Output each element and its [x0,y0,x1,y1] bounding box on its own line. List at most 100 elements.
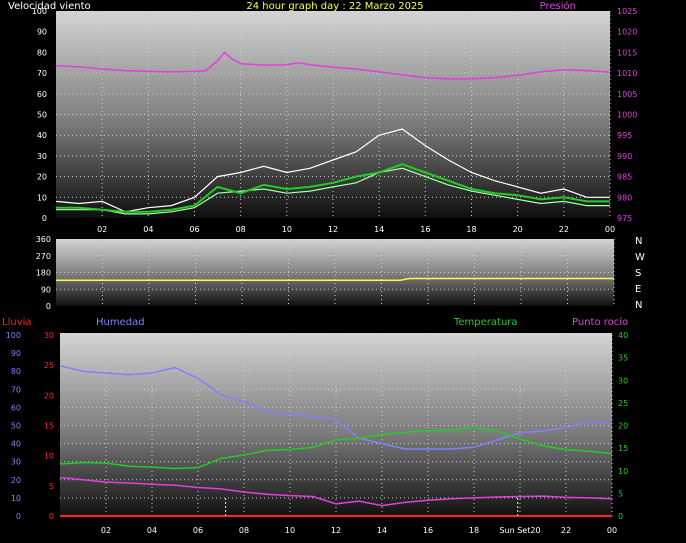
humidity-axis-label: Humedad [96,317,145,328]
direction-y-tick-label: 360 [36,235,51,244]
temperature-y-tick-label: 10 [618,467,628,476]
series-gust-line [55,128,610,213]
direction-y-tick-label: 90 [41,285,51,294]
pressure-y-tick-label: 980 [617,193,632,202]
temperature-grid [60,335,613,516]
wind-x-tick-label: 08 [236,225,246,234]
wind-axis-label: Velocidad viento [8,1,91,12]
temperature-x-tick-label: 18 [469,526,479,535]
pressure-y-tick-label: 1010 [617,69,637,78]
series-wind-line [56,167,610,215]
temperature-y-tick-label: 40 [618,331,628,340]
humidity-y-tick-label: 20 [11,476,21,485]
wind-x-tick-label: 12 [328,225,338,234]
temperature-x-tick-label: 10 [285,526,295,535]
pressure-y-tick-label: 1015 [617,48,637,57]
temperature-y-tick-label: 20 [618,422,628,431]
dewpoint-axis-label: Punto rocío [572,316,628,328]
temperature-x-tick-label: 22 [561,526,571,535]
temperature-y-tick-label: 25 [618,399,628,408]
humidity-y-tick-label: 30 [11,458,21,467]
wind-x-tick-label: 02 [97,225,107,234]
temperature-x-tick-label: 06 [193,526,203,535]
chart-title: 24 hour graph day : 22 Marzo 2025 [246,1,423,12]
temperature-x-tick-label: Sun Set20 [499,526,540,535]
humidity-y-tick-label: 0 [16,512,21,521]
wind-y-tick-label: 60 [37,90,47,99]
wind-x-tick-label: 06 [189,225,199,234]
direction-y-tick-label: 180 [36,269,51,278]
wind-x-tick-label: 22 [559,225,569,234]
rain-y-tick-label: 0 [49,512,54,521]
wind-ticks: 0102030405060708090100975980985990995100… [32,7,638,234]
temperature-y-tick-label: 35 [618,354,628,363]
humidity-y-tick-label: 10 [11,494,21,503]
pressure-y-tick-label: 1000 [617,111,637,120]
wind-x-tick-label: 00 [605,225,615,234]
temperature-x-tick-label: 04 [147,526,157,535]
humidity-y-tick-label: 50 [11,422,21,431]
series-direction-line [56,277,614,282]
wind-y-tick-label: 20 [37,173,47,182]
rain-y-tick-label: 5 [49,482,54,491]
temperature-x-tick-label: 00 [607,526,617,535]
temperature-y-tick-label: 5 [618,489,623,498]
rain-y-tick-label: 10 [44,452,54,461]
wind-x-tick-label: 18 [466,225,476,234]
compass-label: N [635,300,642,311]
rain-axis-label: Lluvia [2,317,32,328]
compass-label: N [635,236,642,247]
rain-y-tick-label: 20 [44,391,54,400]
series-dewpoint-line [59,476,613,507]
humidity-y-tick-label: 60 [11,403,21,412]
series-humidity-line [59,365,613,450]
wind-y-tick-label: 30 [37,152,47,161]
humidity-y-tick-label: 90 [11,349,21,358]
direction-series [56,277,614,282]
wind-series [55,51,611,215]
wind-grid [56,11,611,218]
pressure-y-tick-label: 1020 [617,28,637,37]
temperature-y-tick-label: 0 [618,512,623,521]
direction-y-tick-label: 0 [46,302,51,311]
wind-y-tick-label: 0 [42,214,47,223]
wind-y-tick-label: 50 [37,111,47,120]
temperature-series [59,365,613,517]
compass-label: S [635,268,641,279]
pressure-y-tick-label: 1005 [617,90,637,99]
pressure-y-tick-label: 990 [617,152,632,161]
wind-x-tick-label: 04 [143,225,153,234]
humidity-y-tick-label: 80 [11,367,21,376]
wind-x-tick-label: 20 [513,225,523,234]
wind-y-tick-label: 40 [37,131,47,140]
direction-y-tick-label: 270 [36,252,51,261]
series-avg-line [56,163,610,213]
pressure-y-tick-label: 1025 [617,7,637,16]
rain-y-tick-label: 15 [44,422,54,431]
wind-x-tick-label: 14 [374,225,384,234]
wind-x-tick-label: 16 [420,225,430,234]
pressure-y-tick-label: 975 [617,214,632,223]
wind-x-tick-label: 10 [282,225,292,234]
wind-y-tick-label: 100 [32,7,47,16]
wind-y-tick-label: 80 [37,48,47,57]
temperature-y-tick-label: 30 [618,376,628,385]
temperature-ticks: 0 10 20 30 40 50 60 70 80 90 10 00 5 10 15 20 25 30 0 5 10 15… [6,331,628,535]
wind-y-tick-label: 70 [37,69,47,78]
temperature-x-tick-label: 08 [239,526,249,535]
compass-label: W [635,252,645,263]
compass-label: E [635,284,641,295]
rain-y-tick-label: 30 [44,331,54,340]
temperature-y-tick-label: 15 [618,444,628,453]
temperature-axis-label: Temperatura [453,317,518,328]
rain-y-tick-label: 25 [44,361,54,370]
humidity-y-tick-label: 70 [11,385,21,394]
humidity-y-tick-label: 40 [11,440,21,449]
series-presin-line [55,51,611,80]
wind-y-tick-label: 90 [37,28,47,37]
wind-y-tick-label: 10 [37,193,47,202]
temperature-x-tick-label: 02 [101,526,111,535]
pressure-axis-label: Presión [540,0,576,12]
